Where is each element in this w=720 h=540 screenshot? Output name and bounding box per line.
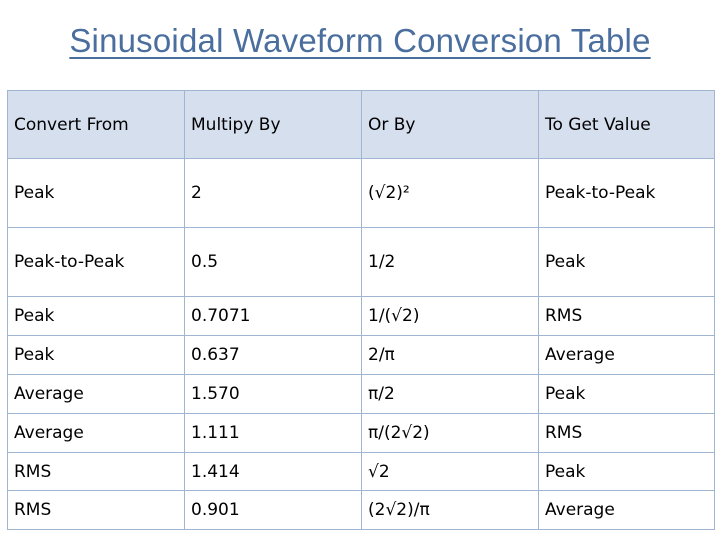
cell-convert-from: RMS <box>7 452 185 491</box>
header-convert-from: Convert From <box>7 90 185 159</box>
cell-to-get-value: Peak <box>538 227 715 297</box>
cell-convert-from: Peak <box>7 158 185 228</box>
header-to-get-value: To Get Value <box>538 90 715 159</box>
cell-convert-from: Average <box>7 374 185 414</box>
cell-to-get-value: Average <box>538 490 715 530</box>
cell-convert-from: Average <box>7 413 185 453</box>
cell-or-by: π/(2√2) <box>361 413 539 453</box>
table-row: Peak-to-Peak 0.5 1/2 Peak <box>7 227 715 297</box>
header-multiply-by: Multipy By <box>184 90 362 159</box>
cell-to-get-value: Peak <box>538 374 715 414</box>
cell-multiply-by: 1.111 <box>184 413 362 453</box>
table-row: Peak 0.7071 1/(√2) RMS <box>7 296 715 336</box>
cell-multiply-by: 0.5 <box>184 227 362 297</box>
cell-or-by: (2√2)/π <box>361 490 539 530</box>
cell-to-get-value: Average <box>538 335 715 375</box>
page-title: Sinusoidal Waveform Conversion Table <box>69 22 651 59</box>
cell-or-by: 2/π <box>361 335 539 375</box>
table-row: Peak 2 (√2)² Peak-to-Peak <box>7 158 715 228</box>
table-row: Average 1.570 π/2 Peak <box>7 374 715 414</box>
table-row: Peak 0.637 2/π Average <box>7 335 715 375</box>
header-or-by: Or By <box>361 90 539 159</box>
cell-multiply-by: 0.901 <box>184 490 362 530</box>
cell-to-get-value: Peak-to-Peak <box>538 158 715 228</box>
cell-or-by: 1/(√2) <box>361 296 539 336</box>
cell-to-get-value: RMS <box>538 296 715 336</box>
cell-convert-from: Peak-to-Peak <box>7 227 185 297</box>
cell-multiply-by: 0.637 <box>184 335 362 375</box>
cell-multiply-by: 1.414 <box>184 452 362 491</box>
conversion-table: Convert From Multipy By Or By To Get Val… <box>7 90 715 530</box>
cell-multiply-by: 0.7071 <box>184 296 362 336</box>
table-row: RMS 0.901 (2√2)/π Average <box>7 490 715 530</box>
table-header-row: Convert From Multipy By Or By To Get Val… <box>7 90 715 159</box>
conversion-table-container: Convert From Multipy By Or By To Get Val… <box>7 90 715 530</box>
cell-or-by: 1/2 <box>361 227 539 297</box>
cell-or-by: π/2 <box>361 374 539 414</box>
cell-or-by: √2 <box>361 452 539 491</box>
cell-or-by: (√2)² <box>361 158 539 228</box>
table-row: Average 1.111 π/(2√2) RMS <box>7 413 715 453</box>
cell-convert-from: Peak <box>7 296 185 336</box>
cell-multiply-by: 2 <box>184 158 362 228</box>
cell-to-get-value: Peak <box>538 452 715 491</box>
cell-multiply-by: 1.570 <box>184 374 362 414</box>
cell-to-get-value: RMS <box>538 413 715 453</box>
cell-convert-from: RMS <box>7 490 185 530</box>
cell-convert-from: Peak <box>7 335 185 375</box>
table-row: RMS 1.414 √2 Peak <box>7 452 715 491</box>
